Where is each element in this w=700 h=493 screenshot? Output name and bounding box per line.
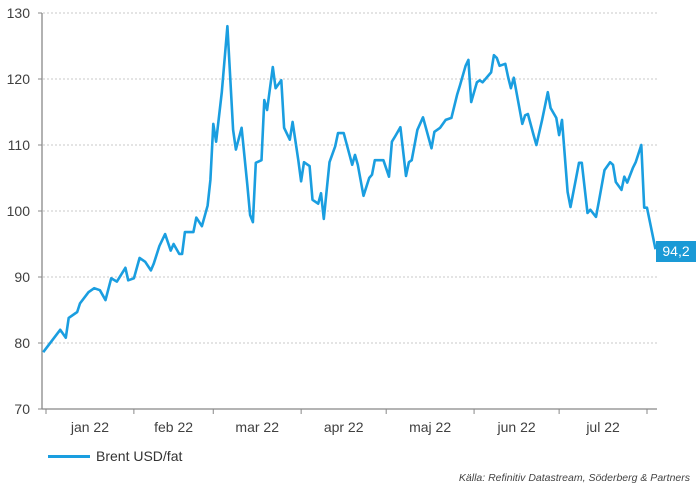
source-note: Källa: Refinitiv Datastream, Söderberg &…: [458, 472, 690, 484]
y-tick-label: 120: [7, 71, 31, 87]
y-tick-label: 80: [14, 335, 30, 351]
legend-swatch: [48, 454, 90, 458]
series-line-brent: [42, 24, 657, 353]
x-tick-label: mar 22: [235, 419, 279, 435]
legend-label: Brent USD/fat: [96, 448, 183, 464]
last-value-label: 94,2: [656, 241, 696, 262]
y-tick-label: 130: [7, 5, 31, 21]
x-tick-label: feb 22: [154, 419, 193, 435]
legend: Brent USD/fat: [48, 448, 182, 464]
x-tick-label: jul 22: [585, 419, 620, 435]
x-tick-label: maj 22: [409, 419, 451, 435]
x-tick-label: jun 22: [497, 419, 536, 435]
x-tick-label: apr 22: [324, 419, 364, 435]
y-tick-label: 70: [14, 401, 30, 417]
x-tick-label: jan 22: [70, 419, 109, 435]
y-tick-label: 110: [8, 137, 31, 153]
y-tick-label: 100: [7, 203, 31, 219]
y-tick-label: 90: [14, 269, 30, 285]
